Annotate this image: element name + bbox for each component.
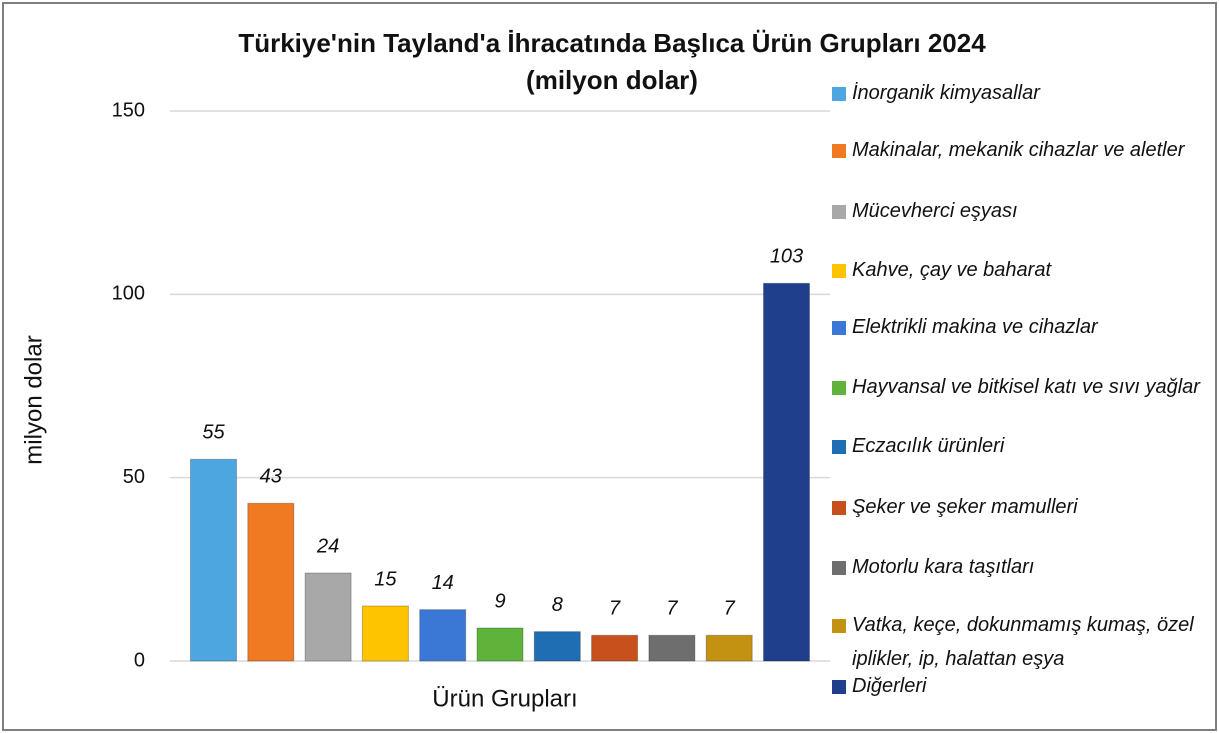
- legend-entry: Vatka, keçe, dokunmamış kumaş, özel ipli…: [832, 608, 1217, 676]
- legend-swatch: [832, 501, 846, 515]
- bar: [190, 458, 237, 662]
- y-tick-label: 150: [112, 99, 145, 121]
- legend-swatch: [832, 264, 846, 278]
- legend-swatch: [832, 205, 846, 219]
- legend-entry: Diğerleri: [832, 669, 1217, 703]
- bar: [705, 634, 753, 662]
- legend-entry: İnorganik kimyasallar: [832, 76, 1217, 110]
- value-label: 55: [202, 422, 225, 444]
- legend-entry: Eczacılık ürünleri: [832, 429, 1217, 463]
- bar: [361, 605, 409, 662]
- bar: [304, 572, 352, 662]
- chart-subtitle: (milyon dolar): [526, 65, 698, 95]
- value-label: 9: [494, 590, 505, 612]
- legend-swatch: [832, 144, 846, 158]
- value-label: 15: [374, 568, 397, 590]
- legend-entry: Hayvansal ve bitkisel katı ve sıvı yağla…: [832, 370, 1217, 404]
- legend-entry: Makinalar, mekanik cihazlar ve aletler: [832, 133, 1217, 167]
- legend-label: Diğerleri: [852, 675, 927, 697]
- value-label: 8: [552, 594, 563, 616]
- legend-label: Vatka, keçe, dokunmamış kumaş, özel ipli…: [852, 614, 1194, 670]
- value-label: 103: [770, 246, 803, 268]
- legend-label: Motorlu kara taşıtları: [852, 556, 1035, 578]
- legend-label: Mücevherci eşyası: [852, 200, 1018, 222]
- legend-label: Şeker ve şeker mamulleri: [852, 496, 1078, 518]
- value-label: 7: [666, 598, 678, 620]
- legend-swatch: [832, 321, 846, 335]
- y-tick-label: 0: [134, 649, 145, 671]
- bar: [763, 282, 810, 662]
- y-axis-label: milyon dolar: [20, 335, 47, 464]
- legend-swatch: [832, 561, 846, 575]
- legend-entry: Şeker ve şeker mamulleri: [832, 490, 1217, 524]
- value-label: 43: [260, 466, 282, 488]
- bar: [476, 627, 524, 662]
- value-label: 14: [432, 572, 454, 594]
- chart-title: Türkiye'nin Tayland'a İhracatında Başlıc…: [238, 28, 986, 58]
- legend-entry: Mücevherci eşyası: [832, 194, 1217, 228]
- legend-swatch: [832, 381, 846, 395]
- bar: [591, 634, 639, 662]
- legend-swatch: [832, 440, 846, 454]
- legend-swatch: [832, 619, 846, 633]
- bar: [419, 609, 467, 662]
- legend-swatch: [832, 87, 846, 101]
- legend-label: Hayvansal ve bitkisel katı ve sıvı yağla…: [852, 376, 1200, 398]
- bar: [247, 502, 295, 662]
- legend-label: Kahve, çay ve baharat: [852, 259, 1052, 281]
- y-tick-label: 50: [123, 466, 145, 488]
- legend-label: Makinalar, mekanik cihazlar ve aletler: [852, 139, 1185, 161]
- legend-label: İnorganik kimyasallar: [852, 82, 1040, 104]
- legend-entry: Elektrikli makina ve cihazlar: [832, 310, 1217, 344]
- legend-entry: Motorlu kara taşıtları: [832, 550, 1217, 584]
- legend-entry: Kahve, çay ve baharat: [832, 253, 1217, 287]
- value-label: 7: [609, 598, 621, 620]
- legend-label: Eczacılık ürünleri: [852, 435, 1005, 457]
- bar: [648, 634, 696, 662]
- legend-label: Elektrikli makina ve cihazlar: [852, 316, 1098, 338]
- legend-swatch: [832, 680, 846, 694]
- x-axis-label: Ürün Grupları: [432, 685, 577, 712]
- bar: [533, 631, 581, 662]
- value-label: 7: [724, 598, 736, 620]
- value-label: 24: [316, 535, 339, 557]
- y-tick-label: 100: [112, 283, 145, 305]
